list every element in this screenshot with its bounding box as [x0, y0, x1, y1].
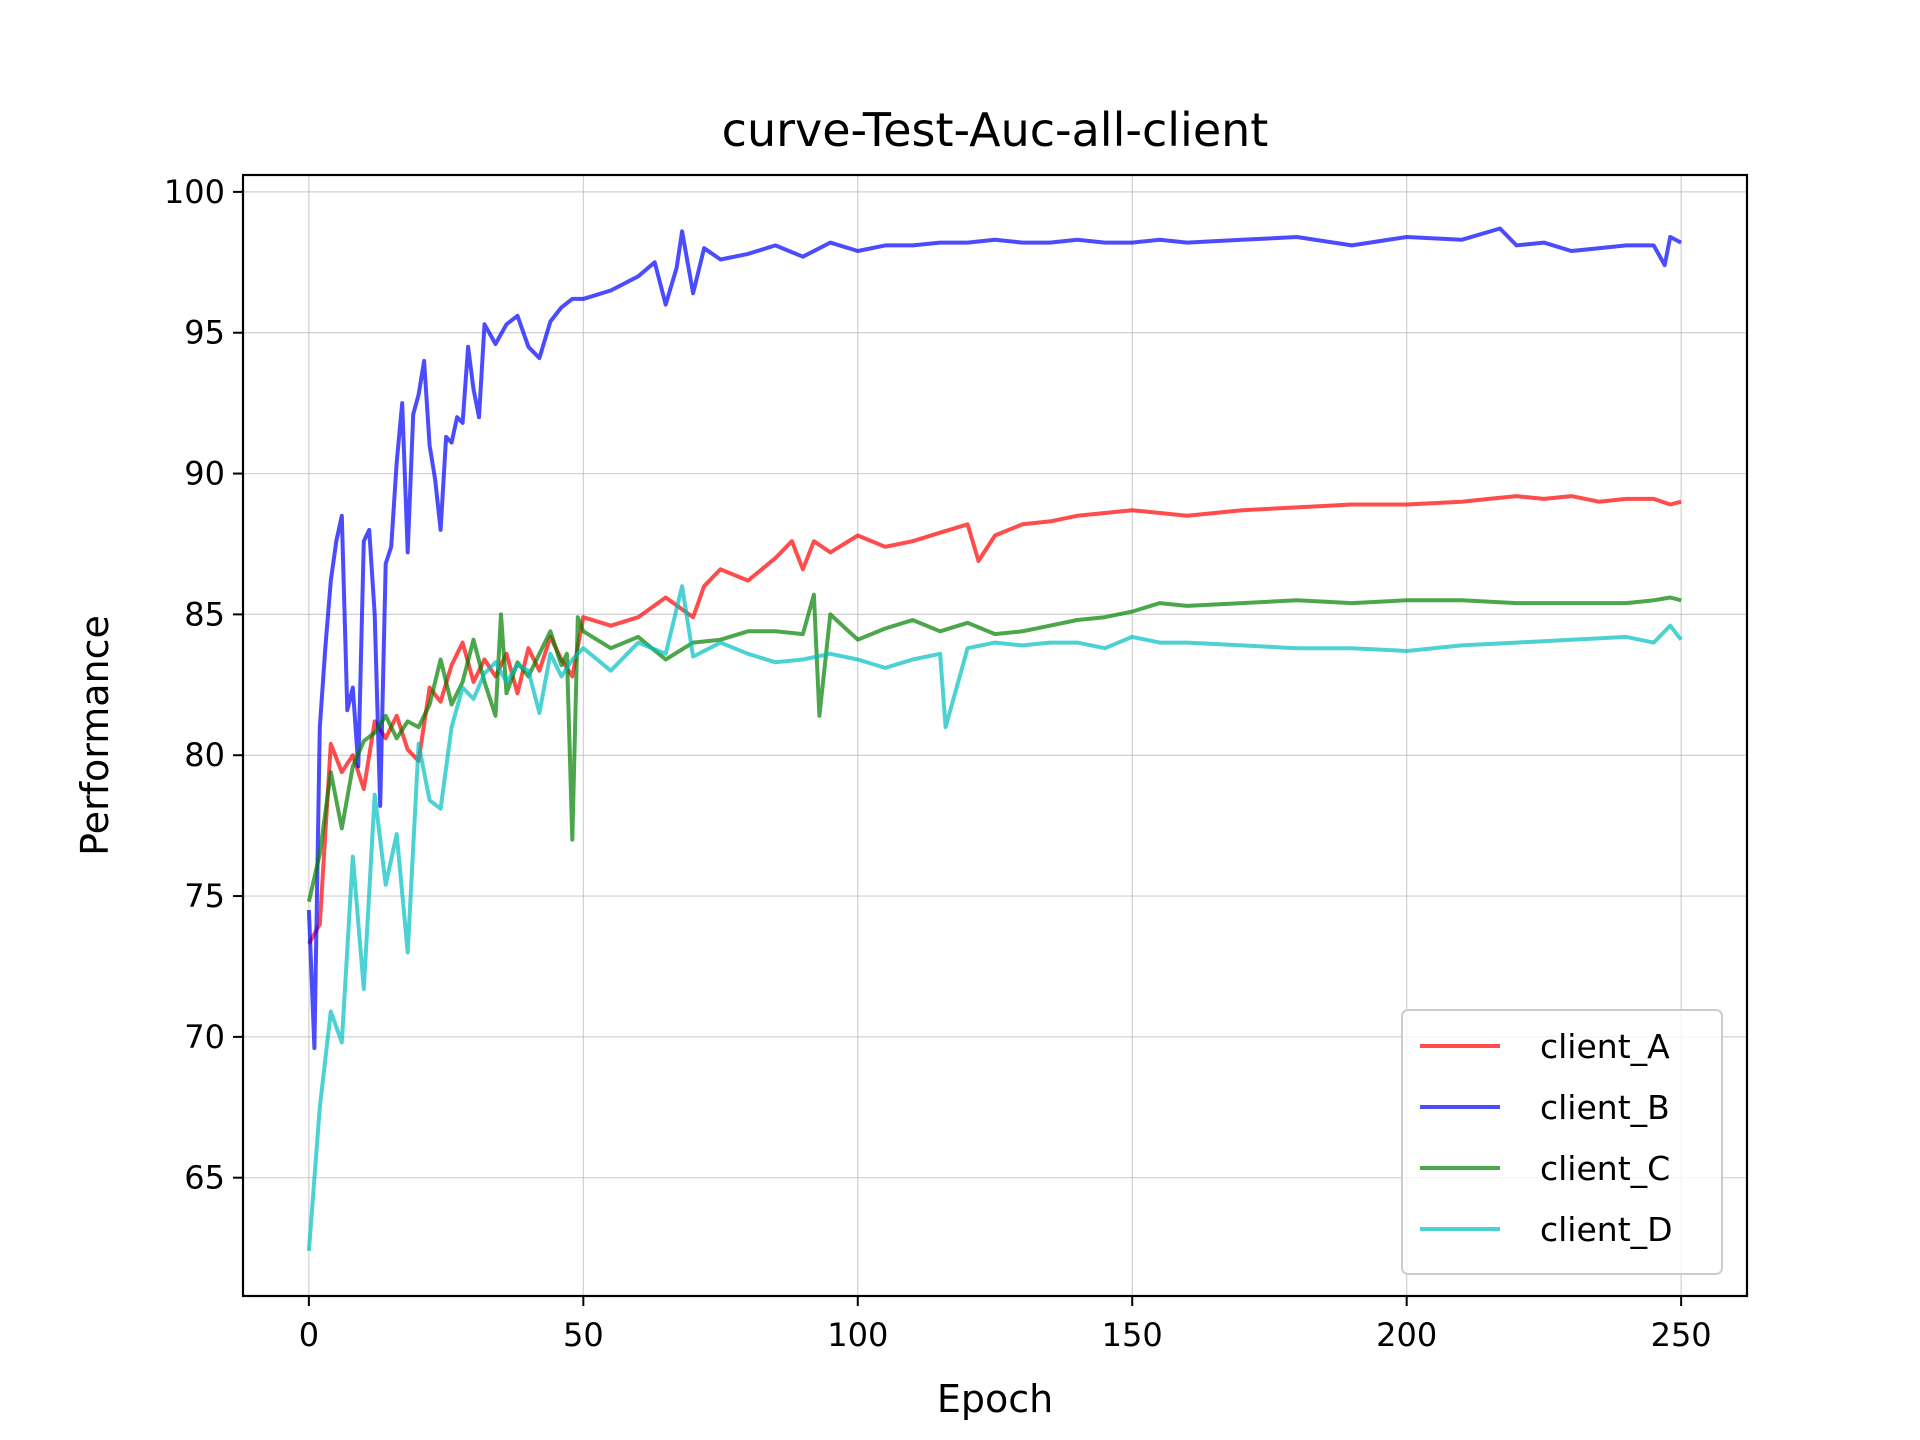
x-tick-label: 150 — [1102, 1316, 1163, 1354]
y-tick-label: 95 — [184, 314, 225, 352]
x-tick-label: 200 — [1376, 1316, 1437, 1354]
y-axis-title: Performance — [73, 615, 117, 856]
y-axis: 65 70 75 80 85 90 95 100 — [164, 173, 243, 1197]
x-axis-title: Epoch — [937, 1377, 1053, 1421]
x-tick-label: 0 — [299, 1316, 319, 1354]
series-line-client_B — [306, 226, 1683, 1051]
plot-frame — [241, 173, 1749, 1298]
series-line-client_D — [306, 584, 1683, 1252]
grid — [243, 175, 1747, 1296]
legend-label: client_A — [1540, 1027, 1670, 1066]
legend-label: client_D — [1540, 1210, 1673, 1249]
y-tick-label: 65 — [184, 1159, 225, 1197]
y-tick-label: 70 — [184, 1018, 225, 1056]
legend-label: client_C — [1540, 1149, 1670, 1188]
x-tick-label: 100 — [827, 1316, 888, 1354]
chart-title: curve-Test-Auc-all-client — [722, 103, 1269, 157]
x-tick-label: 50 — [563, 1316, 604, 1354]
legend-box — [1401, 1009, 1723, 1275]
x-tick-label: 250 — [1651, 1316, 1712, 1354]
y-tick-label: 100 — [164, 173, 225, 211]
legend-label: client_B — [1540, 1088, 1670, 1127]
y-tick-label: 85 — [184, 595, 225, 633]
y-tick-label: 75 — [184, 877, 225, 915]
legend: client_A client_B client_C client_D — [1401, 1009, 1723, 1275]
x-axis: 0 50 100 150 200 250 — [299, 1296, 1712, 1354]
y-tick-label: 90 — [184, 455, 225, 493]
series-layer — [306, 226, 1683, 1252]
y-tick-label: 80 — [184, 736, 225, 774]
series-line-client_C — [306, 592, 1682, 903]
